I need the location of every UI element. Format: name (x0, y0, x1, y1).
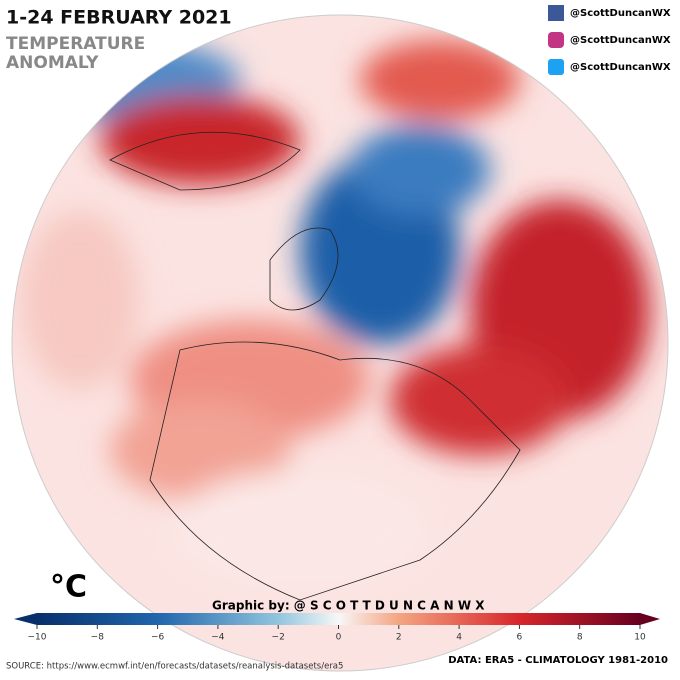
colorbar-tick-label: 4 (456, 633, 462, 643)
subtitle: ANOMALY (6, 53, 99, 73)
data-credit: DATA: ERA5 - CLIMATOLOGY 1981-2010 (448, 655, 668, 666)
colorbar (14, 613, 660, 625)
globe (12, 15, 668, 671)
colorbar-tick-label: 2 (396, 633, 402, 643)
subtitle: TEMPERATURE (6, 34, 145, 54)
colorbar-tick-label: −8 (91, 633, 105, 643)
facebook-icon (548, 5, 564, 21)
globe-outline (11, 14, 669, 672)
unit-label: °C (50, 570, 87, 605)
colorbar-tick-label: −10 (28, 633, 47, 643)
colorbar-tick-label: 6 (517, 633, 523, 643)
title: 1-24 FEBRUARY 2021 (6, 7, 232, 29)
colorbar-tick-label: −2 (272, 633, 285, 643)
social-handle: @ScottDuncanWX (570, 8, 671, 19)
twitter-icon (548, 59, 564, 75)
colorbar-tick-label: −6 (151, 633, 165, 643)
colorbar-tick-label: 0 (336, 633, 342, 643)
social-handle: @ScottDuncanWX (570, 62, 671, 73)
colorbar-tick-label: 10 (634, 633, 646, 643)
colorbar-tick-label: −4 (211, 633, 225, 643)
social-handle: @ScottDuncanWX (570, 35, 671, 46)
colorbar-tick-label: 8 (577, 633, 583, 643)
credit: Graphic by: @ S C O T T D U N C A N W X (212, 599, 485, 613)
source: SOURCE: https://www.ecmwf.int/en/forecas… (6, 662, 343, 672)
instagram-icon (548, 32, 564, 48)
